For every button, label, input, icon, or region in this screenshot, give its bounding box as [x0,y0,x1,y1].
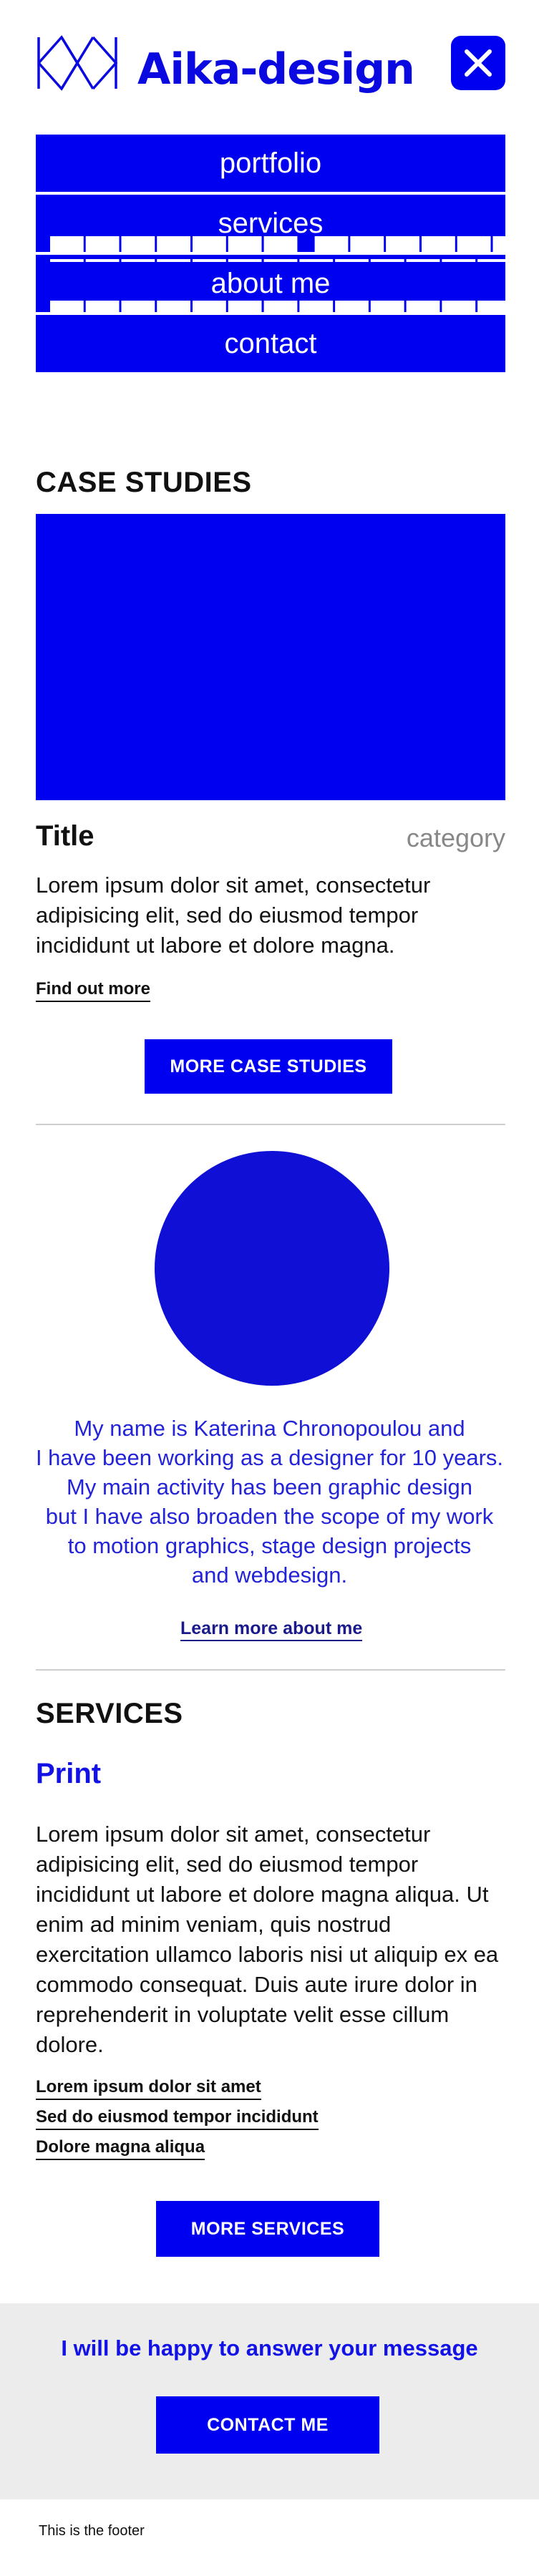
services-heading: SERVICES [36,1698,183,1729]
service-description: Lorem ipsum dolor sit amet, consectetur … [36,1822,499,2057]
background-graphic: ▀▀▀▀▀▀▀ ▀▀▀▀▀▀▀▀▀ [50,236,505,252]
nav-item-portfolio[interactable]: portfolio [36,135,505,195]
more-services-button[interactable]: MORE SERVICES [156,2201,379,2257]
section-divider [36,1124,505,1125]
nav-item-label: services [218,207,324,239]
about-text: My name is Katerina Chronopoulou and I h… [21,1414,518,1590]
service-link[interactable]: Dolore magna aliqua [36,2137,205,2160]
nav-item-label: portfolio [219,147,322,179]
footer-text: This is the footer [39,2523,145,2539]
nav-item-contact[interactable]: contact [36,315,505,375]
contact-me-button[interactable]: CONTACT ME [156,2396,379,2454]
case-study-description: Lorem ipsum dolor sit amet, consectetur … [36,873,431,958]
case-study-category: category [406,823,505,852]
nav-item-label: contact [224,327,317,359]
more-case-studies-button[interactable]: MORE CASE STUDIES [145,1039,392,1094]
about-line: My name is Katerina Chronopoulou and [74,1416,465,1441]
site-header: Aika-design [0,0,539,125]
contact-message: I will be happy to answer your message [61,2336,478,2361]
avatar [155,1151,389,1386]
service-link[interactable]: Lorem ipsum dolor sit amet [36,2077,261,2100]
case-study-title: Title [36,820,94,852]
nav-item-services[interactable]: services ▀▀▀▀▀▀▀ ▀▀▀▀▀▀▀▀▀ [36,195,505,255]
aika-logo-icon[interactable] [36,34,119,92]
brand-name[interactable]: Aika-design [137,44,415,94]
about-line: to motion graphics, stage design project… [67,1533,472,1558]
service-link[interactable]: Sed do eiusmod tempor incididunt [36,2107,319,2130]
about-line: and webdesign. [191,1562,348,1588]
find-out-more-link[interactable]: Find out more [36,979,150,1002]
about-line: but I have also broaden the scope of my … [45,1504,494,1529]
main-nav: portfolio services ▀▀▀▀▀▀▀ ▀▀▀▀▀▀▀▀▀ abo… [36,135,505,375]
case-study-image[interactable] [36,514,505,800]
close-menu-button[interactable] [451,36,505,90]
contact-section: I will be happy to answer your message C… [0,2303,539,2499]
background-graphic: ▀▀▀▀▀▀▀▀▀▀▀▀▀ [50,301,505,312]
about-line: I have been working as a designer for 10… [35,1445,504,1470]
background-graphic: ▄▄▄▄▄▄▄▄▄▄▄▄▄ [50,255,505,262]
learn-more-link[interactable]: Learn more about me [180,1618,363,1641]
nav-item-label: about me [210,267,331,299]
section-divider [36,1669,505,1671]
service-title-print: Print [36,1758,102,1789]
nav-item-about-me[interactable]: about me ▄▄▄▄▄▄▄▄▄▄▄▄▄ ▀▀▀▀▀▀▀▀▀▀▀▀▀ [36,255,505,315]
case-studies-heading: CASE STUDIES [36,467,252,498]
close-icon [465,49,492,77]
about-line: My main activity has been graphic design [67,1474,472,1500]
service-links: Lorem ipsum dolor sit amet Sed do eiusmo… [36,2077,319,2167]
